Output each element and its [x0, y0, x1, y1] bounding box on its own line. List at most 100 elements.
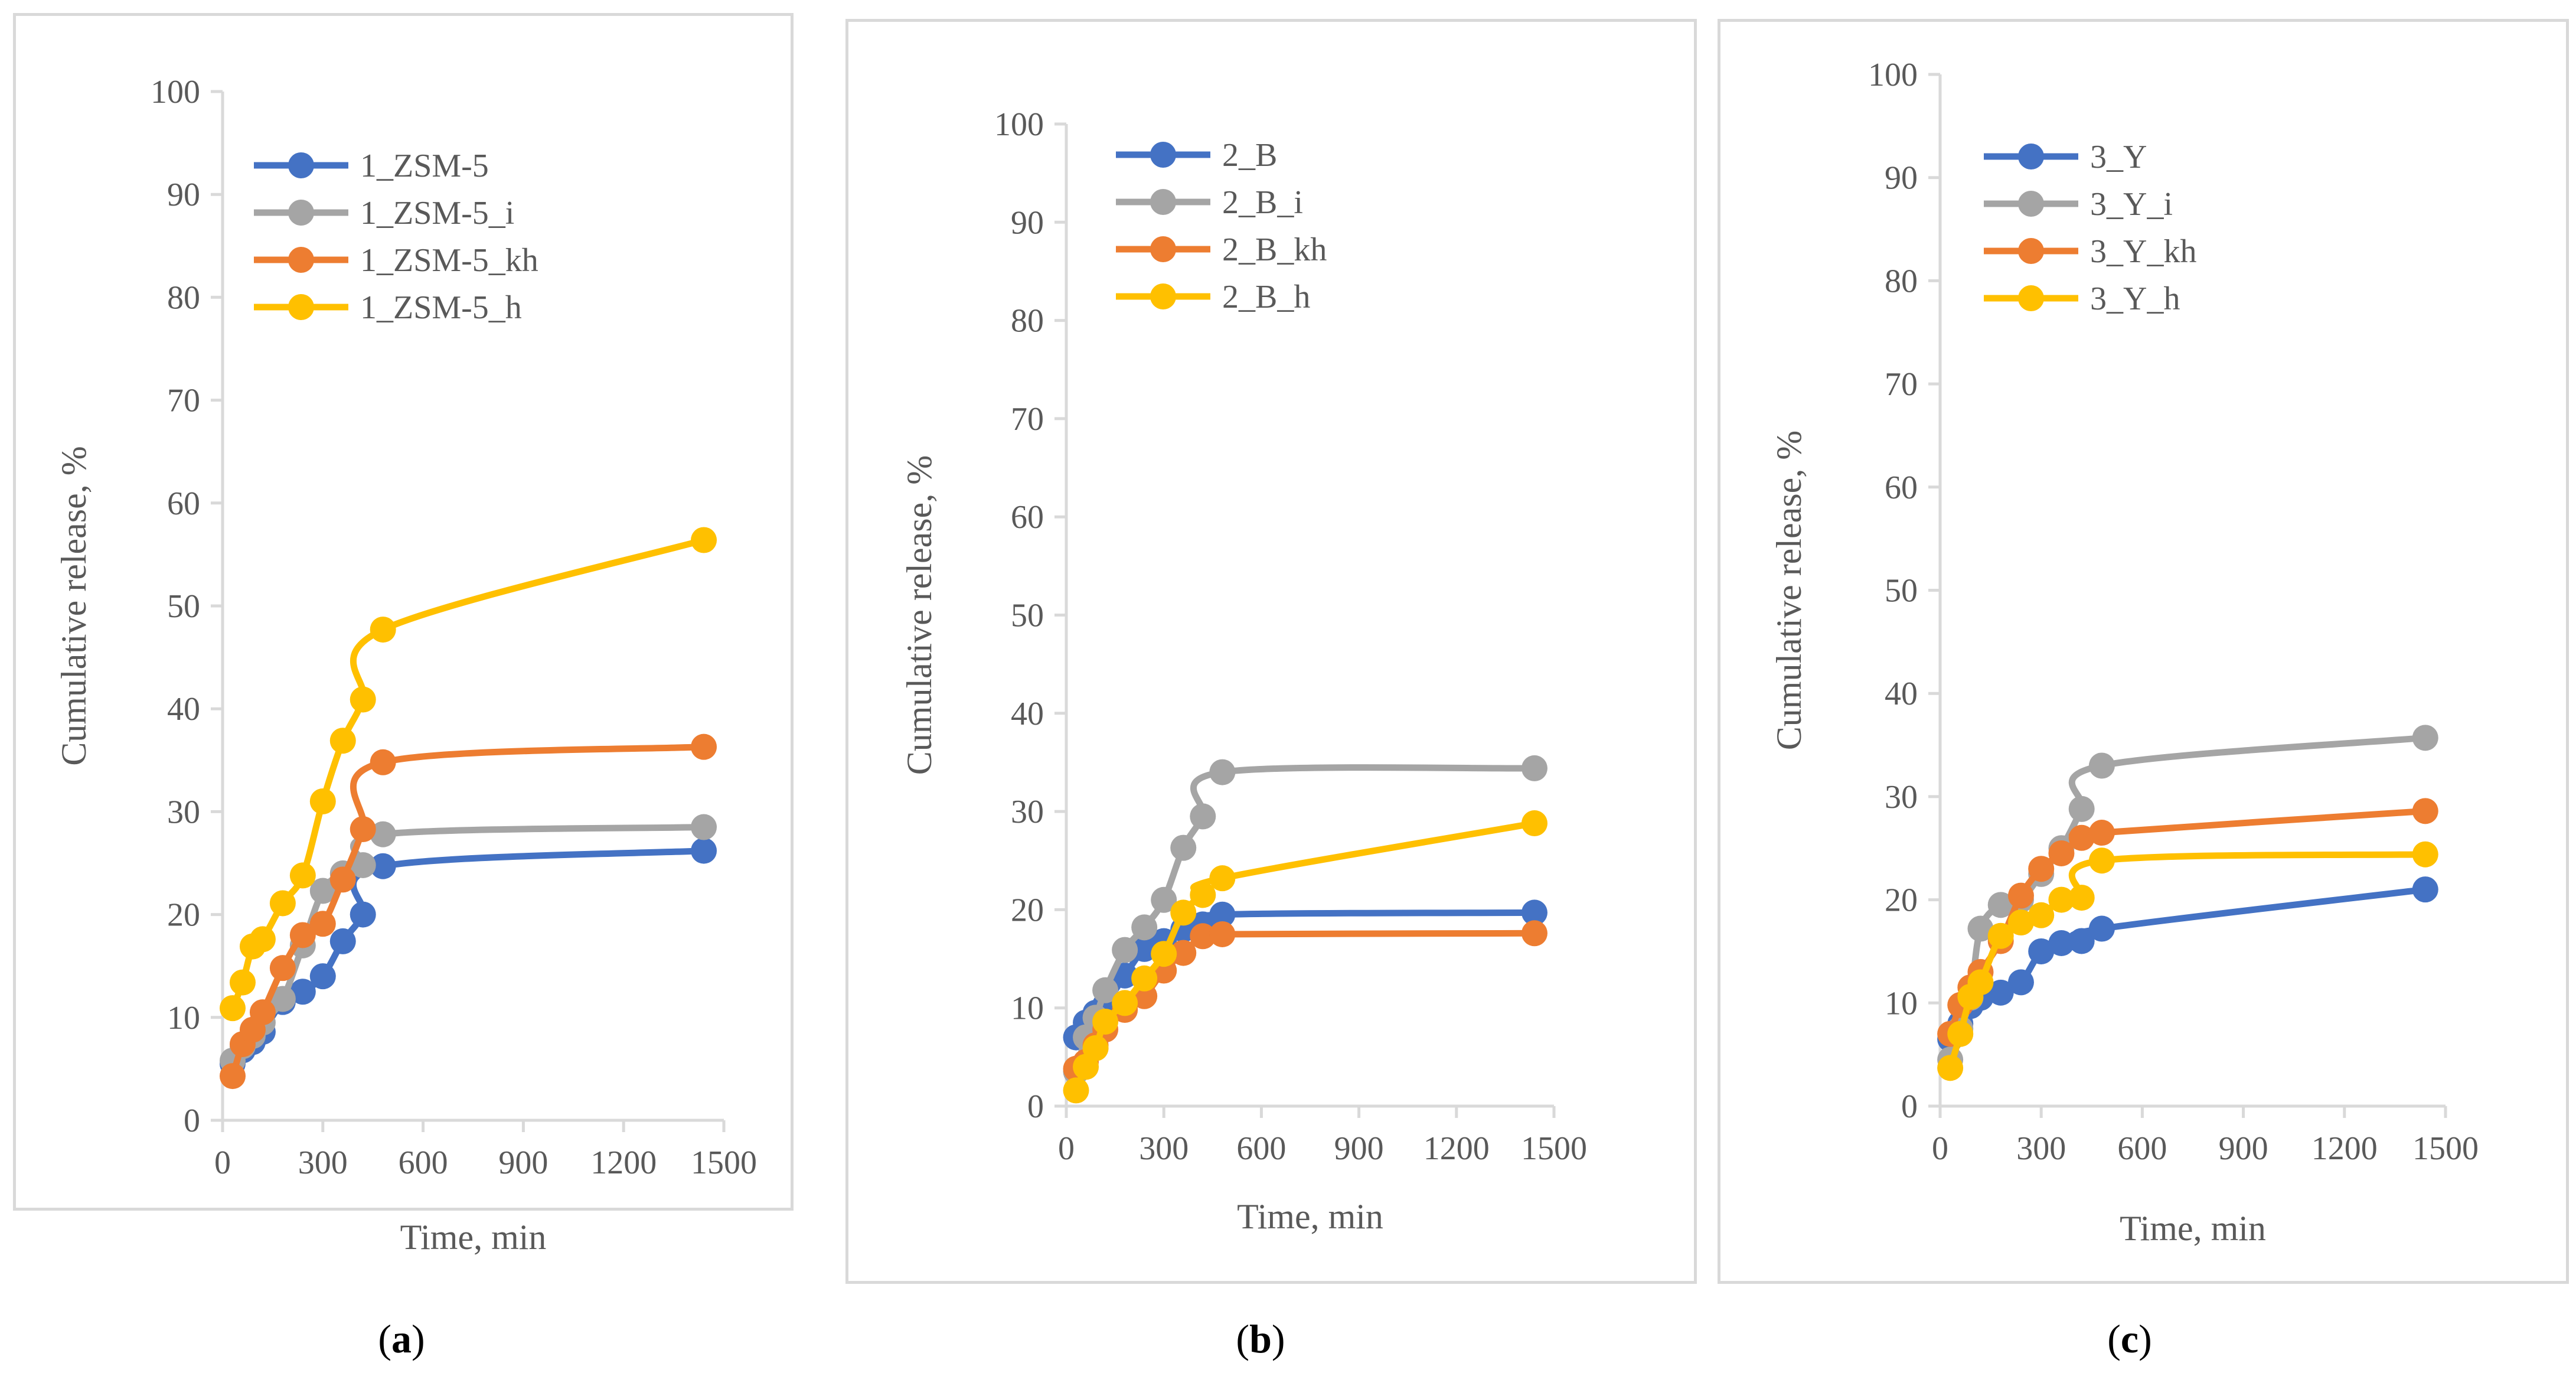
- data-point-2_B_h: [1209, 865, 1236, 892]
- x-tick-label: 300: [2016, 1130, 2066, 1167]
- x-tick-label: 300: [1139, 1130, 1189, 1167]
- data-point-1_ZSM-5_h: [370, 617, 396, 643]
- legend-item-1_ZSM-5_i: 1_ZSM-5_i: [254, 195, 514, 231]
- y-tick-label: 50: [167, 588, 200, 625]
- y-tick-label: 100: [1868, 57, 1918, 93]
- series-line-1_ZSM-5_kh: [229, 744, 707, 1080]
- data-point-2_B_i: [1209, 759, 1236, 785]
- data-point-1_ZSM-5_h: [219, 995, 246, 1022]
- data-point-1_ZSM-5_kh: [329, 866, 356, 893]
- data-point-3_Y_i: [2412, 725, 2438, 751]
- data-point-1_ZSM-5_kh: [219, 1063, 246, 1090]
- x-tick-label: 1200: [1424, 1130, 1490, 1167]
- y-tick-label: 30: [1885, 779, 1918, 816]
- data-point-1_ZSM-5: [691, 837, 717, 864]
- data-point-1_ZSM-5_h: [249, 926, 276, 953]
- data-point-3_Y_kh: [2048, 840, 2075, 866]
- data-point-2_B_i: [1151, 886, 1177, 913]
- legend-label: 2_B_kh: [1222, 231, 1327, 268]
- y-axis-title-a: Cumulative release, %: [54, 446, 93, 765]
- x-tick-label: 900: [2219, 1130, 2268, 1167]
- data-point-3_Y_h: [1967, 969, 1994, 996]
- legend-swatch-marker: [2018, 285, 2044, 311]
- data-point-2_B_kh: [1521, 920, 1547, 947]
- legend-swatch-marker: [288, 152, 314, 178]
- y-tick-label: 80: [167, 279, 200, 316]
- y-tick-label: 60: [1885, 469, 1918, 506]
- data-point-1_ZSM-5_i: [370, 821, 396, 847]
- legend-item-3_Y: 3_Y: [1984, 139, 2147, 175]
- y-tick-label: 40: [1011, 696, 1044, 732]
- y-tick-label: 10: [1885, 985, 1918, 1022]
- legend-item-3_Y_h: 3_Y_h: [1984, 281, 2180, 317]
- legend-item-3_Y_i: 3_Y_i: [1984, 186, 2173, 223]
- data-point-3_Y_h: [2412, 841, 2438, 868]
- data-point-2_B_i: [1521, 755, 1547, 781]
- y-tick-label: 90: [167, 177, 200, 213]
- x-tick-label: 1200: [590, 1145, 657, 1181]
- y-tick-label: 0: [1901, 1088, 1918, 1125]
- legend-item-1_ZSM-5: 1_ZSM-5: [254, 148, 489, 184]
- legend-label: 3_Y: [2090, 139, 2147, 175]
- panel-label-b: (b): [1236, 1316, 1285, 1361]
- data-point-3_Y_h: [1987, 922, 2014, 949]
- x-tick-label: 1500: [691, 1145, 757, 1181]
- legend-swatch-marker: [288, 247, 314, 273]
- legend-swatch-marker: [1150, 236, 1176, 262]
- data-point-3_Y: [2048, 930, 2075, 956]
- data-point-1_ZSM-5_h: [350, 686, 376, 713]
- legend-item-2_B: 2_B: [1116, 137, 1277, 174]
- data-point-3_Y_kh: [2088, 820, 2115, 846]
- data-point-1_ZSM-5: [350, 901, 376, 928]
- x-tick-label: 1500: [2412, 1130, 2479, 1167]
- y-tick-label: 80: [1885, 263, 1918, 299]
- legend-label: 1_ZSM-5_h: [360, 289, 522, 326]
- data-point-3_Y_i: [2088, 752, 2115, 779]
- legend-label: 1_ZSM-5: [360, 148, 489, 184]
- data-point-2_B_h: [1092, 1008, 1119, 1035]
- legend-label: 3_Y_kh: [2090, 233, 2196, 270]
- x-tick-label: 1500: [1521, 1130, 1587, 1167]
- x-axis-title-a: Time, min: [400, 1218, 547, 1257]
- legend-label: 3_Y_i: [2090, 186, 2173, 223]
- y-axis-title-c: Cumulative release, %: [1769, 431, 1808, 750]
- data-point-2_B_h: [1063, 1077, 1089, 1104]
- y-tick-label: 0: [184, 1103, 200, 1139]
- legend-label: 2_B_h: [1222, 279, 1310, 315]
- y-tick-label: 60: [167, 485, 200, 522]
- data-point-2_B_i: [1190, 803, 1216, 830]
- y-tick-label: 50: [1885, 573, 1918, 609]
- data-point-1_ZSM-5: [329, 928, 356, 954]
- data-point-3_Y_h: [2088, 847, 2115, 874]
- y-tick-label: 100: [151, 74, 200, 110]
- x-tick-label: 0: [214, 1145, 231, 1181]
- data-point-3_Y_h: [2048, 886, 2075, 913]
- data-point-2_B: [1131, 935, 1158, 962]
- legend-item-1_ZSM-5_h: 1_ZSM-5_h: [254, 289, 522, 326]
- legend-swatch-marker: [1150, 142, 1176, 168]
- data-point-1_ZSM-5_i: [309, 878, 336, 904]
- data-point-1_ZSM-5_i: [350, 852, 376, 878]
- x-tick-label: 1200: [2311, 1130, 2378, 1167]
- data-point-2_B_h: [1521, 810, 1547, 837]
- data-point-2_B_kh: [1190, 923, 1216, 950]
- x-tick-label: 600: [1236, 1130, 1286, 1167]
- data-point-1_ZSM-5_h: [309, 788, 336, 814]
- y-axis-title-b: Cumulative release, %: [900, 455, 939, 775]
- data-point-3_Y: [2088, 915, 2115, 942]
- legend-label: 2_B_i: [1222, 184, 1303, 221]
- legend-swatch-marker: [2018, 238, 2044, 264]
- data-point-3_Y: [2028, 938, 2055, 964]
- y-tick-label: 30: [167, 794, 200, 830]
- legend-swatch-marker: [2018, 191, 2044, 217]
- x-tick-label: 600: [2117, 1130, 2167, 1167]
- data-point-1_ZSM-5_kh: [289, 922, 316, 948]
- x-tick-label: 900: [1334, 1130, 1384, 1167]
- data-point-1_ZSM-5_h: [329, 728, 356, 754]
- legend-item-1_ZSM-5_kh: 1_ZSM-5_kh: [254, 242, 538, 279]
- data-point-3_Y: [2068, 928, 2095, 954]
- data-point-1_ZSM-5: [309, 963, 336, 990]
- legend-swatch-marker: [288, 294, 314, 320]
- y-tick-label: 10: [167, 1000, 200, 1036]
- y-tick-label: 0: [1027, 1088, 1044, 1125]
